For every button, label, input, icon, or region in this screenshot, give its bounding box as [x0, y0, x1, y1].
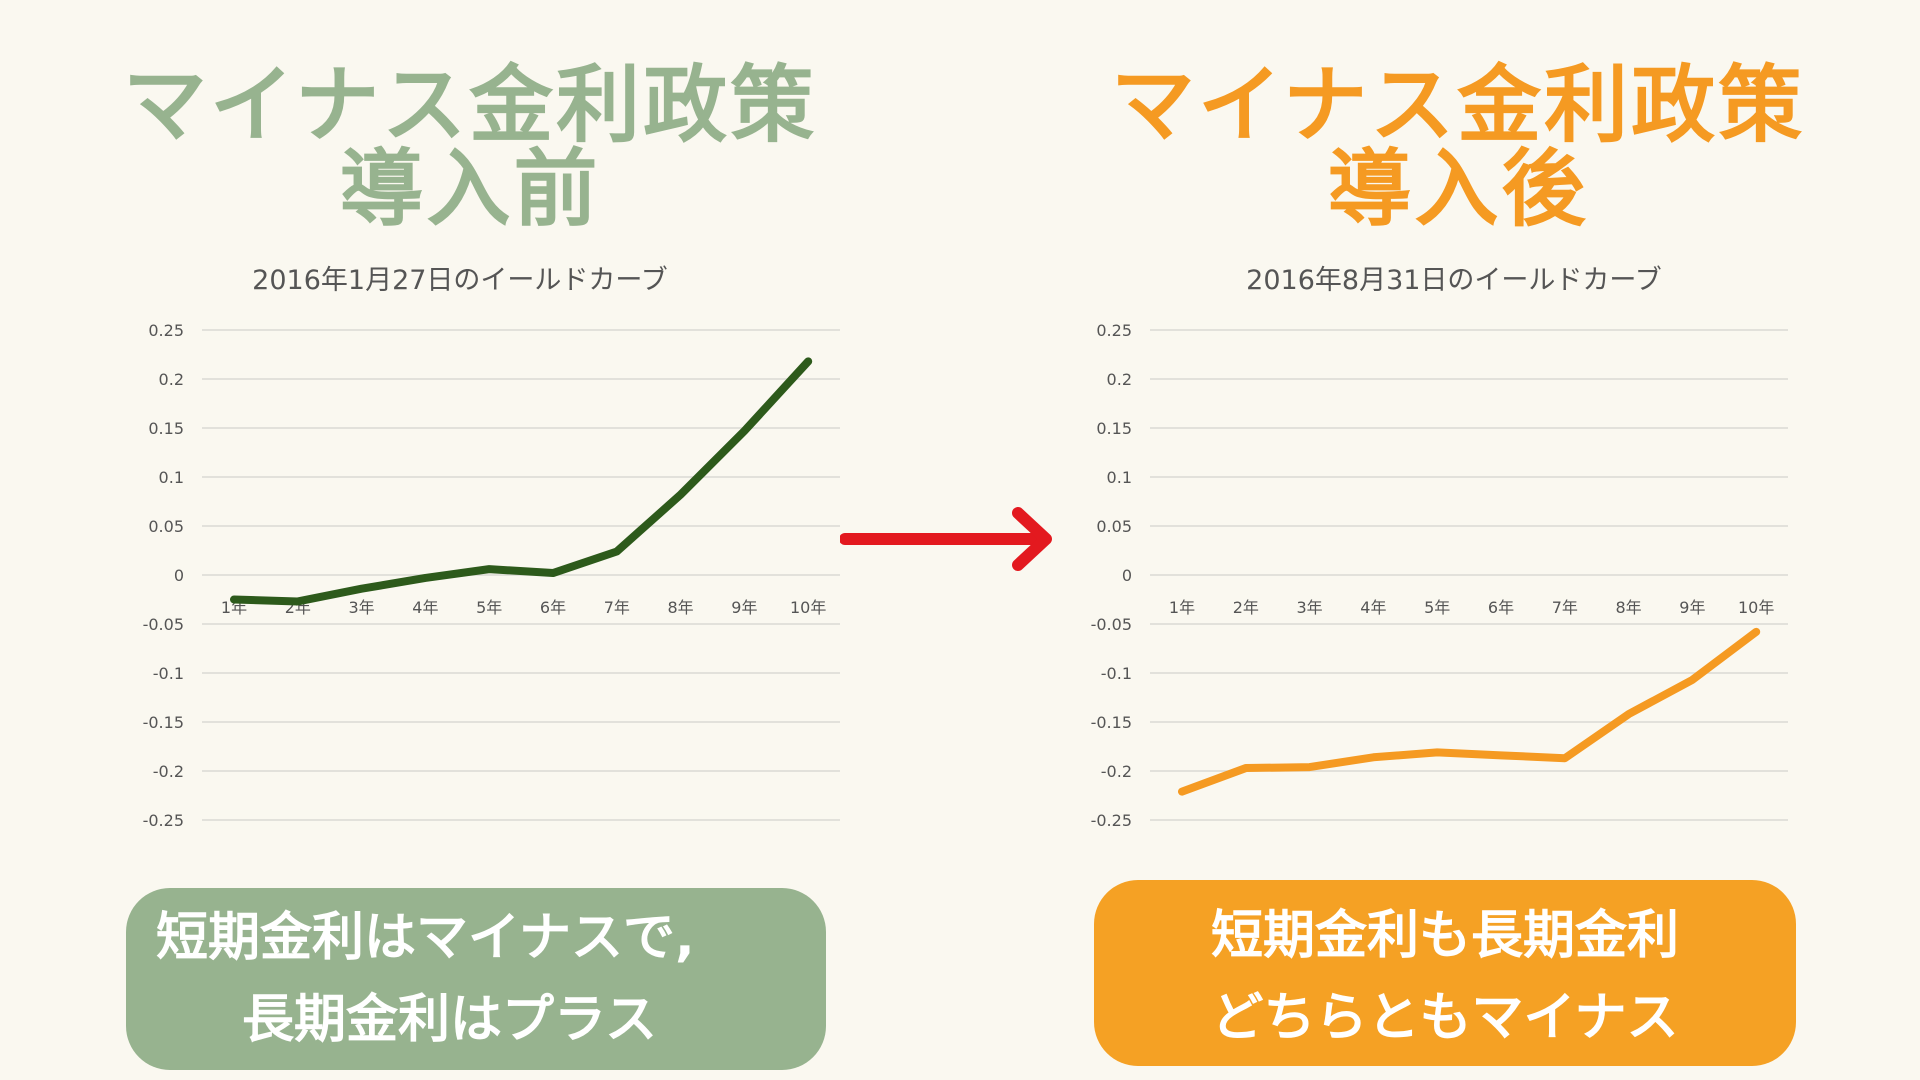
chart-title-after: 2016年8月31日のイールドカーブ [1246, 265, 1662, 296]
callout-after-line2: どちらともマイナス [1211, 988, 1679, 1048]
x-tick-label: 8年 [668, 598, 694, 617]
yield-curve-chart-before: 0.25 0.2 0.15 0.1 0.05 0 -0.05 -0.1 -0.15 -0.2 -0.… [143, 321, 840, 830]
chart-title-before: 2016年1月27日のイールドカーブ [252, 265, 668, 296]
y-tick-label: -0.15 [143, 713, 184, 732]
heading-after-line2: 導入後 [1327, 140, 1589, 238]
y-tick-label: -0.25 [1091, 811, 1132, 830]
callout-after-line1: 短期金利も長期金利 [1210, 906, 1679, 966]
y-tick-label: 0 [174, 566, 184, 585]
x-tick-label: 1年 [1169, 598, 1195, 617]
y-tick-label: -0.1 [153, 664, 184, 683]
x-tick-label: 8年 [1616, 598, 1642, 617]
x-tick-label: 3年 [349, 598, 375, 617]
x-tick-label: 9年 [731, 598, 757, 617]
y-tick-label: 0.2 [159, 370, 184, 389]
callout-before: 短期金利はマイナスで, 長期金利はプラス [126, 888, 826, 1070]
y-tick-label: 0.1 [159, 468, 184, 487]
y-tick-label: 0.05 [148, 517, 184, 536]
x-tick-label: 10年 [1738, 598, 1774, 617]
x-tick-label: 3年 [1297, 598, 1323, 617]
x-tick-label: 9年 [1679, 598, 1705, 617]
y-tick-label: 0.15 [1096, 419, 1132, 438]
y-tick-label: 0.25 [1096, 321, 1132, 340]
x-tick-label: 4年 [1360, 598, 1386, 617]
y-tick-label: 0.25 [148, 321, 184, 340]
y-tick-label: -0.15 [1091, 713, 1132, 732]
panel-after: マイナス金利政策 導入後 2016年8月31日のイールドカーブ 0.25 0.2 0… [1058, 0, 1858, 1080]
y-tick-label: 0.2 [1107, 370, 1132, 389]
panel-before: マイナス金利政策 導入前 2016年1月27日のイールドカーブ 0.25 0.2 0… [90, 0, 890, 1080]
x-tick-label: 5年 [1424, 598, 1450, 617]
x-tick-label: 6年 [1488, 598, 1514, 617]
callout-before-line1: 短期金利はマイナスで, [156, 908, 695, 968]
right-arrow-icon [840, 507, 1052, 571]
y-tick-label: 0.15 [148, 419, 184, 438]
y-tick-label: -0.2 [153, 762, 184, 781]
y-tick-label: -0.25 [143, 811, 184, 830]
callout-before-line2: 長期金利はプラス [242, 990, 657, 1050]
callout-after: 短期金利も長期金利 どちらともマイナス [1094, 880, 1796, 1066]
y-tick-label: 0.05 [1096, 517, 1132, 536]
series-line [1178, 627, 1761, 796]
y-tick-label: -0.1 [1101, 664, 1132, 683]
yield-curve-chart-after: 0.25 0.2 0.15 0.1 0.05 0 -0.05 -0.1 -0.15 -0.2 -0.… [1091, 321, 1788, 830]
heading-after-line1: マイナス金利政策 [1110, 56, 1806, 154]
x-tick-label: 6年 [540, 598, 566, 617]
x-tick-label: 5年 [476, 598, 502, 617]
x-tick-label: 2年 [1233, 598, 1259, 617]
x-tick-label: 7年 [1552, 598, 1578, 617]
x-tick-label: 4年 [412, 598, 438, 617]
x-tick-label: 7年 [604, 598, 630, 617]
heading-before-line2: 導入前 [339, 140, 601, 238]
x-tick-label: 10年 [790, 598, 826, 617]
y-tick-label: 0.1 [1107, 468, 1132, 487]
y-tick-label: 0 [1122, 566, 1132, 585]
y-tick-label: -0.2 [1101, 762, 1132, 781]
heading-before-line1: マイナス金利政策 [122, 56, 818, 154]
y-tick-label: -0.05 [1091, 615, 1132, 634]
y-tick-label: -0.05 [143, 615, 184, 634]
series-line [230, 357, 813, 606]
